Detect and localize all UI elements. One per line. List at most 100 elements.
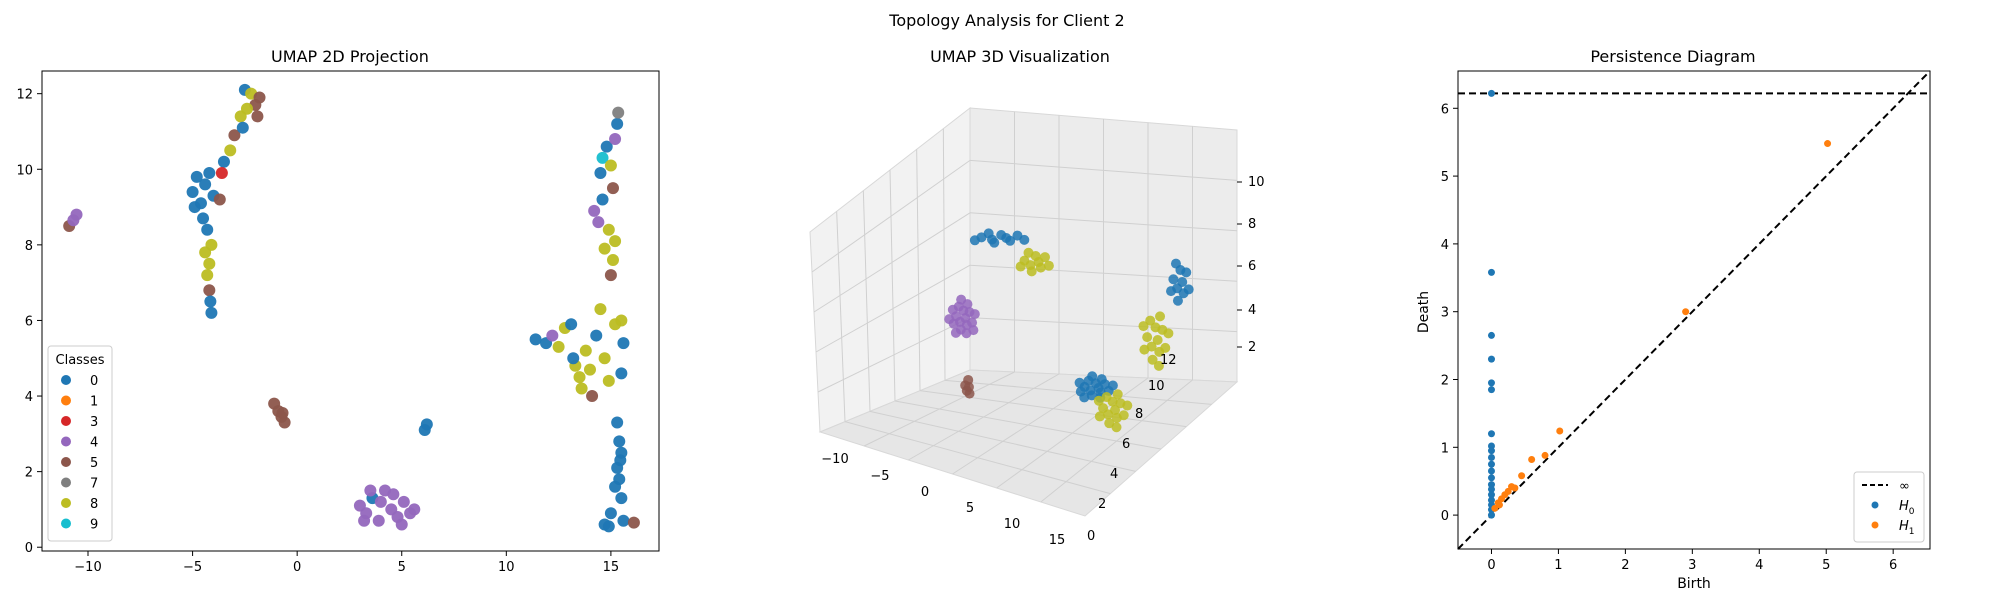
umap-3d-point-51 xyxy=(1107,380,1118,391)
persistence-legend-label-1: H0 xyxy=(1899,499,1915,517)
umap-3d-point-33 xyxy=(1039,252,1050,263)
umap-2d-point-99 xyxy=(604,507,617,520)
umap-2d-point-68 xyxy=(598,352,611,365)
persistence-points xyxy=(1487,89,1832,519)
persistence-xtick-label-3: 3 xyxy=(1688,558,1696,573)
umap-2d-point-30 xyxy=(240,102,253,115)
persistence-xtick-label-5: 5 xyxy=(1822,558,1830,573)
umap-3d-point-58 xyxy=(1098,403,1109,414)
umap-2d-point-73 xyxy=(615,367,628,380)
umap-3d-grid-back-h-3 xyxy=(969,264,1238,282)
umap-2d-point-62 xyxy=(575,382,588,395)
umap-2d-point-42 xyxy=(372,514,385,527)
umap-2d-point-23 xyxy=(228,129,241,142)
umap-2d-point-67 xyxy=(594,303,607,316)
umap-2d-point-20 xyxy=(217,155,230,168)
umap-2d-point-2 xyxy=(70,208,83,221)
umap-2d-panel: UMAP 2D Projection −10 −5 0 5 10 15024681012 … xyxy=(16,47,660,575)
persistence-axes-frame xyxy=(1457,70,1931,550)
persistence-xtick-label-2: 2 xyxy=(1621,558,1629,573)
umap-2d-point-102 xyxy=(602,520,615,533)
umap-3d-point-50 xyxy=(1074,377,1085,388)
persistence-point-h0-10 xyxy=(1487,460,1495,468)
umap-2d-point-79 xyxy=(602,223,615,236)
umap-2d-point-101 xyxy=(627,516,640,529)
umap-2d-point-91 xyxy=(611,416,624,429)
umap-3d-grid-left-v-1 xyxy=(836,211,846,422)
umap-3d-ztick-label-4: 10 xyxy=(1248,175,1265,190)
umap-2d-point-59 xyxy=(565,318,578,331)
umap-2d-point-29 xyxy=(251,110,264,123)
umap-3d-point-26 xyxy=(1019,234,1030,245)
umap-3d-ztick-label-3: 8 xyxy=(1248,217,1256,232)
umap-2d-point-61 xyxy=(573,371,586,384)
persistence-legend: ∞ H0 H1 xyxy=(1853,471,1925,543)
persistence-legend-box xyxy=(1853,471,1925,543)
umap-2d-point-48 xyxy=(364,484,377,497)
umap-2d-point-87 xyxy=(609,133,622,146)
umap-2d-point-36 xyxy=(276,407,289,420)
umap-3d-title: UMAP 3D Visualization xyxy=(930,47,1110,66)
persistence-legend-marker-1 xyxy=(1871,501,1879,509)
persistence-legend-label-2: H1 xyxy=(1899,519,1915,537)
umap-3d-point-61 xyxy=(1101,392,1112,403)
umap-3d-ytick-label-1: 2 xyxy=(1098,497,1106,512)
umap-2d-point-95 xyxy=(615,492,628,505)
umap-2d-xtick-label-1: −5 xyxy=(183,560,202,575)
umap-2d-legend-marker-0 xyxy=(61,375,71,385)
umap-2d-point-38 xyxy=(420,418,433,431)
umap-2d-point-10 xyxy=(201,223,214,236)
umap-2d-point-28 xyxy=(253,91,266,104)
umap-3d-point-74 xyxy=(1147,354,1158,365)
umap-3d-point-60 xyxy=(1104,418,1115,429)
umap-3d-grid-back-h-1 xyxy=(969,159,1238,181)
umap-3d-point-12 xyxy=(947,304,958,315)
persistence-ticks: 0 1 2 3 4 5 6 0 1 2 3 4 5 6 xyxy=(1441,102,1898,573)
umap-3d-point-24 xyxy=(989,237,1000,248)
umap-2d-ytick-label-3: 6 xyxy=(25,314,33,329)
umap-3d-grid-back-h-4 xyxy=(969,317,1238,333)
umap-2d-ytick-label-0: 0 xyxy=(25,541,33,556)
umap-2d-point-69 xyxy=(602,374,615,387)
umap-2d-legend-label-8: 8 xyxy=(90,497,98,512)
umap-2d-point-90 xyxy=(609,235,622,248)
umap-2d-point-78 xyxy=(598,242,611,255)
umap-2d-point-56 xyxy=(546,329,559,342)
umap-3d-point-65 xyxy=(1111,422,1122,433)
umap-3d-ztick-label-0: 2 xyxy=(1248,340,1256,355)
umap-2d-point-19 xyxy=(199,246,212,259)
umap-2d-point-84 xyxy=(600,140,613,153)
persistence-legend-label-main-2: H xyxy=(1899,519,1909,534)
persistence-point-h0-14 xyxy=(1487,485,1495,493)
umap-2d-point-75 xyxy=(588,204,601,217)
umap-3d-point-81 xyxy=(1163,328,1174,339)
umap-2d-point-64 xyxy=(583,363,596,376)
umap-2d-point-88 xyxy=(611,117,624,130)
umap-2d-point-103 xyxy=(615,446,628,459)
umap-2d-point-72 xyxy=(617,337,630,350)
umap-3d-point-89 xyxy=(1170,258,1181,269)
umap-2d-ytick-label-2: 4 xyxy=(25,390,33,405)
persistence-legend-marker-2 xyxy=(1871,521,1879,529)
persistence-xtick-label-4: 4 xyxy=(1755,558,1763,573)
umap-2d-legend-title: Classes xyxy=(56,353,105,368)
umap-2d-legend-marker-1 xyxy=(61,395,71,406)
umap-2d-legend-marker-7 xyxy=(61,477,71,488)
umap-2d-legend-marker-9 xyxy=(61,518,71,529)
persistence-point-h1-1 xyxy=(1682,308,1690,316)
umap-3d-point-91 xyxy=(1166,286,1177,297)
umap-3d-xtick-label-5: 15 xyxy=(1049,533,1066,548)
persistence-xtick-label-6: 6 xyxy=(1889,558,1897,573)
umap-2d-point-100 xyxy=(617,514,630,527)
persistence-legend-label-sub-1: 0 xyxy=(1909,507,1915,517)
umap-2d-point-7 xyxy=(203,167,216,180)
umap-2d-point-96 xyxy=(609,480,622,493)
umap-2d-point-76 xyxy=(592,216,605,229)
umap-2d-point-52 xyxy=(358,514,371,527)
persistence-legend-label-0: ∞ xyxy=(1899,479,1910,494)
persistence-ylabel: Death xyxy=(1416,291,1432,333)
umap-3d-ytick-label-5: 10 xyxy=(1148,379,1165,394)
umap-3d-point-86 xyxy=(1168,274,1179,285)
